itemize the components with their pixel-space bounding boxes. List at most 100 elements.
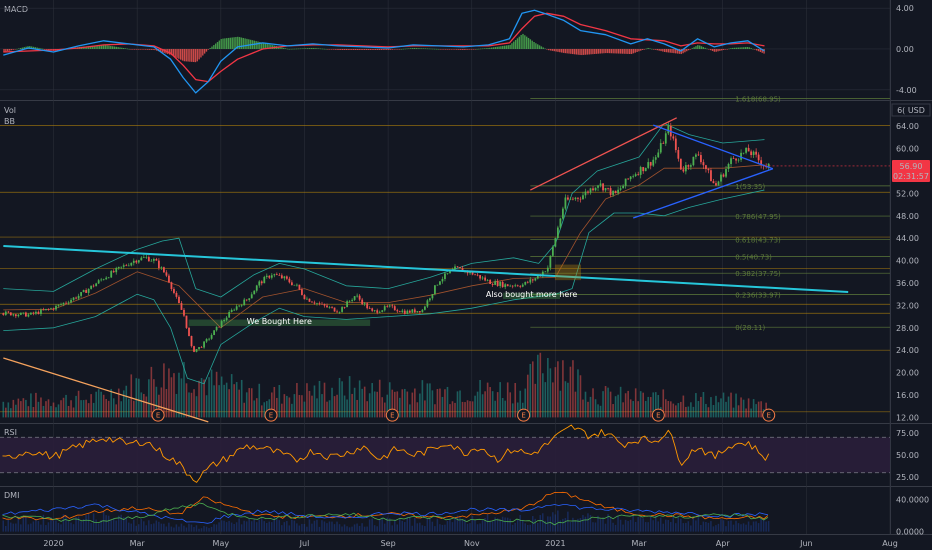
volume-bar — [732, 407, 735, 418]
dmi-histogram-bar — [647, 522, 649, 532]
volume-bar — [193, 389, 195, 418]
fib-level-label-7: 0(28.11) — [735, 324, 765, 332]
earnings-marker-3[interactable] — [517, 408, 531, 422]
volume-bar — [321, 394, 323, 418]
macd-histogram-bar — [168, 48, 171, 55]
dmi-histogram-bar — [419, 522, 421, 532]
candle-body — [569, 198, 572, 200]
dmi-histogram-bar — [742, 523, 745, 532]
candle-body — [717, 181, 720, 186]
macd-histogram-bar — [306, 48, 309, 49]
candle-body — [358, 295, 361, 300]
volume-bar — [612, 404, 614, 418]
macd-histogram-bar — [649, 48, 651, 50]
dmi-histogram-bar — [657, 521, 659, 532]
volume-bar — [454, 402, 456, 418]
x-tick-label-0: 2020 — [43, 539, 63, 548]
dmi-pane[interactable]: DMI — [2, 491, 770, 532]
dmi-histogram-bar — [72, 524, 75, 532]
macd-histogram-bar — [404, 48, 406, 50]
dmi-histogram-bar — [358, 525, 361, 532]
bb-basis-line — [3, 164, 765, 329]
volume-bar — [165, 389, 168, 418]
candle-body — [278, 274, 281, 276]
macd-histogram-bar — [237, 36, 239, 49]
macd-histogram-bar — [233, 37, 235, 49]
candle-body — [160, 267, 163, 269]
candle-body — [426, 300, 429, 307]
macd-histogram-bar — [568, 48, 570, 54]
dmi-histogram-bar — [747, 521, 750, 532]
dmi-histogram-bar — [336, 521, 338, 532]
price-tick-label-13: 12.00 — [896, 413, 919, 422]
macd-histogram-bar — [503, 45, 506, 49]
dmi-histogram-bar — [609, 516, 612, 532]
volume-bar — [311, 395, 313, 418]
dmi-histogram-bar — [87, 512, 90, 532]
dmi-histogram-bar — [188, 523, 190, 532]
macd-histogram-bar — [95, 45, 97, 49]
price-pane[interactable]: Vol BB 1.618(68.95) 1(53.35) 0.786(47.95) 0.6… — [0, 95, 890, 423]
volume-bar — [737, 405, 740, 418]
candle-body — [150, 260, 153, 262]
earnings-marker-4[interactable] — [651, 408, 665, 422]
candle-body — [511, 285, 514, 287]
candle-body — [253, 290, 256, 295]
dmi-histogram-bar — [514, 522, 516, 532]
fib-level-label-0: 1.618(68.95) — [735, 95, 781, 103]
candle-body — [220, 321, 223, 327]
candle-body — [429, 298, 431, 301]
macd-pane[interactable]: MACD — [0, 5, 890, 94]
macd-histogram-bar — [411, 48, 414, 49]
candle-body — [391, 305, 394, 307]
candle-body — [132, 260, 135, 263]
dmi-histogram-bar — [491, 521, 494, 532]
dmi-histogram-bar — [664, 519, 667, 532]
earnings-marker-5[interactable] — [762, 408, 776, 422]
earnings-marker-0[interactable] — [151, 408, 165, 422]
earnings-marker-2[interactable] — [385, 408, 399, 422]
candle-body — [112, 271, 115, 273]
volume-bar — [278, 384, 281, 418]
volume-bar — [200, 377, 203, 418]
macd-histogram-bar — [141, 48, 143, 50]
volume-bar — [263, 402, 266, 418]
volume-bar — [5, 407, 7, 418]
candle-body — [536, 275, 539, 279]
macd-histogram-bar — [205, 48, 208, 52]
volume-bar — [67, 405, 70, 418]
candle-body — [657, 152, 660, 158]
macd-histogram-bar — [260, 42, 263, 49]
volume-bar — [434, 404, 436, 418]
dmi-histogram-bar — [599, 519, 602, 532]
volume-bar — [489, 387, 491, 418]
candle-body — [323, 303, 326, 306]
macd-histogram-bar — [126, 48, 129, 50]
dmi-histogram-bar — [125, 517, 127, 532]
macd-histogram-bar — [531, 40, 533, 49]
dmi-histogram-bar — [301, 523, 303, 532]
macd-histogram-bar — [7, 48, 9, 52]
candle-body — [436, 284, 439, 286]
macd-histogram-bar — [310, 48, 313, 49]
dmi-histogram-bar — [255, 522, 258, 532]
dmi-histogram-bar — [45, 525, 47, 532]
dmi-histogram-bar — [260, 517, 263, 532]
rsi-pane[interactable]: RSI — [0, 424, 890, 483]
macd-histogram-bar — [562, 48, 565, 53]
macd-histogram-bar — [308, 48, 311, 49]
candle-body — [501, 281, 504, 288]
dmi-histogram-bar — [524, 523, 526, 532]
dmi-histogram-bar — [762, 520, 765, 532]
candle-body — [672, 136, 675, 139]
macd-histogram-bar — [389, 48, 392, 50]
earnings-marker-1[interactable] — [264, 408, 278, 422]
x-tick-label-3: Jul — [299, 539, 310, 548]
macd-histogram-bar — [623, 48, 625, 54]
candle-body — [371, 308, 374, 311]
macd-histogram-bar — [735, 47, 738, 49]
candle-body — [368, 308, 371, 309]
dmi-histogram-bar — [687, 521, 690, 532]
macd-histogram-bar — [349, 48, 351, 50]
